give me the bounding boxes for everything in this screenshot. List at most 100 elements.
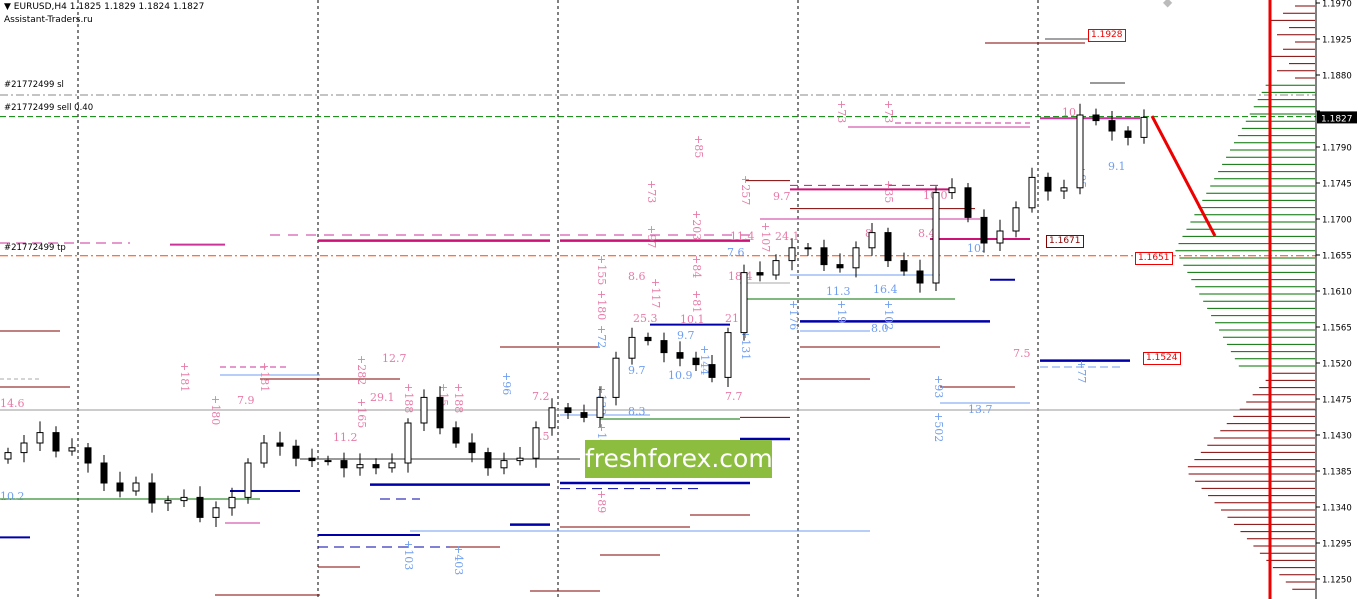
trade-annotation: 7.5 [1013,347,1031,360]
candle-body [1060,187,1068,192]
candle-body [500,460,508,469]
candle-body [340,460,348,469]
candle-body [916,270,924,284]
trade-annotation: +403 [452,545,465,575]
trade-annotation: +35 [882,180,895,203]
candle-body [532,427,540,459]
trade-annotation: +282 [355,355,368,385]
symbol-title: EURUSD,H4 [13,2,67,12]
axis-tick-label: 1.1745 [1322,180,1352,190]
trade-annotation: +77 [1075,360,1088,383]
trade-annotation: 10.2 [0,490,25,503]
candle-body [436,396,444,429]
axis-tick-label: 1.1430 [1322,432,1352,442]
trade-annotation: +176 [787,300,800,330]
candle-body [820,247,828,266]
candle-body [260,442,268,464]
candle-body [388,462,396,469]
trade-annotation: 9.7 [773,190,791,203]
current-price-marker [1317,111,1357,124]
candle-body [276,442,284,447]
trade-annotation: +181 [178,362,191,392]
candle-body [932,192,940,284]
candle-body [884,232,892,262]
trade-annotation: 10.1 [680,313,705,326]
trade-annotation: +155 [595,255,608,285]
indicator-name: Assistant-Traders.ru [4,15,93,25]
trade-annotation: +19 [835,300,848,323]
candle-body [772,260,780,276]
trade-annotation: 21 [725,312,739,325]
trade-annotation: +257 [739,175,752,205]
trade-annotation: +188 [452,383,465,413]
axis-tick-label: 1.1880 [1322,72,1352,82]
trade-annotation: 8.3 [628,405,646,418]
candle-body [660,340,668,354]
candle-body [68,447,76,452]
trade-annotation: 12.7 [382,352,407,365]
candle-body [900,260,908,272]
order-sell-label[interactable]: #21772499 sell 0.40 [4,103,94,113]
order-sl-label[interactable]: #21772499 sl [4,80,64,90]
candle-body [1140,116,1148,138]
trade-annotation: +96 [500,372,513,395]
axis-tick-label: 1.1925 [1322,36,1352,46]
trade-annotation: +97 [645,225,658,248]
candle-body [1044,176,1052,192]
trade-annotation: 8.4 [918,227,936,240]
trade-annotation: +181 [258,362,271,392]
candle-body [132,482,140,492]
trade-annotation: 24.1 [775,230,800,243]
candle-body [324,460,332,463]
trade-annotation: +165 [355,398,368,428]
candle-body [1012,207,1020,232]
candle-body [1092,114,1100,122]
axis-tick-label: 1.1340 [1322,504,1352,514]
candle-body [804,247,812,250]
axis-tick-label: 1.1250 [1322,576,1352,586]
candle-body [212,507,220,518]
trade-annotation: +188 [402,383,415,413]
trade-annotation: 7.9 [237,394,255,407]
candle-body [964,187,972,218]
trade-annotation: +89 [595,490,608,513]
candle-body [308,457,316,462]
triangle-down-icon[interactable]: ▼ [4,2,11,12]
trade-annotation: +144 [698,345,711,375]
candle-body [484,452,492,469]
trade-annotation: 11.2 [333,431,358,444]
trade-annotation: +81 [690,290,703,313]
chart-shift-icon: ◆ [1163,0,1173,9]
trade-annotation: 9.7 [677,329,695,342]
candle-body [692,357,700,366]
candle-body [1028,176,1036,209]
candle-body [52,432,60,452]
current-price-label: 1.1827 [1321,114,1353,124]
trade-annotation: 10 [1062,106,1076,119]
price-axis-background [1316,0,1358,599]
candle-body [452,427,460,444]
trade-annotation: 10. [967,242,985,255]
order-tp-label[interactable]: #21772499 tp [4,243,66,253]
trade-annotation: +73 [645,180,658,203]
trade-annotation: +85 [692,135,705,158]
trade-annotation: 7.7 [725,390,743,403]
candle-body [84,447,92,464]
candle-body [596,396,604,418]
trade-annotation: 11.3 [826,285,851,298]
candle-body [948,187,956,194]
axis-tick-label: 1.1475 [1322,396,1352,406]
candle-body [372,464,380,469]
axis-tick-label: 1.1970 [1322,0,1352,10]
candle-body [164,500,172,504]
trade-annotation: +107 [759,222,772,252]
trade-annotation: 25.3 [633,312,658,325]
trade-annotation: 29.1 [370,391,395,404]
trade-annotation: 13.7 [968,403,993,416]
candle-body [4,452,12,460]
candle-body [852,247,860,269]
candle-body [244,462,252,498]
candle-body [1076,114,1084,189]
trade-annotation: +203 [690,210,703,240]
